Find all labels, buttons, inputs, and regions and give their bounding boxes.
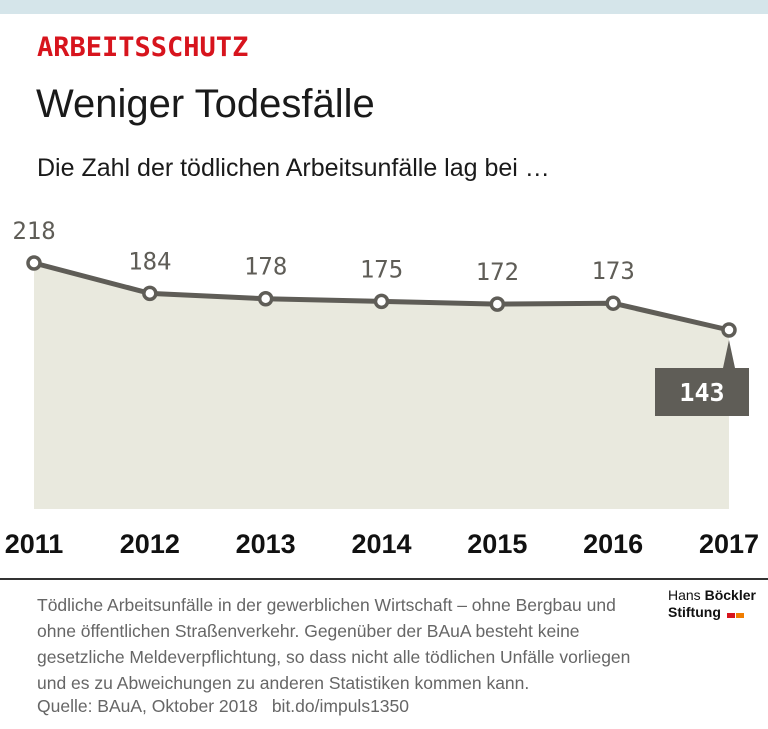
- value-label-2014: 175: [360, 255, 403, 283]
- source-line: Quelle: BAuA, Oktober 2018 bit.do/impuls1…: [37, 696, 409, 717]
- brand-bars-icon: [726, 605, 745, 622]
- highlight-callout: [655, 340, 749, 416]
- data-point-2013: [257, 290, 274, 307]
- data-point-2012: [142, 285, 158, 302]
- brand-hans: Hans: [668, 587, 701, 603]
- area-fill: [34, 263, 729, 509]
- value-label-2013: 178: [244, 253, 287, 281]
- line-chart: 218 184 178 175 172 173 143 2011 2012 2013 2014 201…: [5, 217, 759, 559]
- kicker: ARBEITSSCHUTZ: [37, 32, 249, 63]
- brand-boeckler: Böckler: [704, 587, 756, 603]
- x-tick-2016: 2016: [583, 529, 643, 559]
- value-label-2011: 218: [12, 217, 55, 245]
- brand-logo: Hans Böckler Stiftung: [668, 587, 760, 622]
- x-tick-2014: 2014: [351, 529, 411, 559]
- top-band: [0, 0, 768, 14]
- value-label-2016: 173: [591, 257, 634, 285]
- data-point-2017: [721, 322, 737, 338]
- x-tick-2017: 2017: [699, 529, 759, 559]
- source-link[interactable]: bit.do/impuls1350: [271, 696, 409, 716]
- x-tick-2013: 2013: [236, 529, 296, 559]
- footer-divider: [0, 578, 768, 580]
- footnote: Tödliche Arbeitsunfälle in der gewerblic…: [37, 595, 631, 693]
- source-text: Quelle: BAuA, Oktober 2018: [37, 696, 258, 716]
- data-point-2014: [373, 293, 390, 310]
- chart-title: Weniger Todesfälle: [36, 82, 375, 126]
- x-tick-2015: 2015: [467, 529, 527, 559]
- data-point-2016: [605, 295, 621, 311]
- value-label-2012: 184: [128, 247, 171, 275]
- brand-stiftung: Stiftung: [668, 604, 721, 620]
- data-point-2015: [489, 296, 506, 312]
- x-tick-2012: 2012: [120, 529, 180, 559]
- x-tick-2011: 2011: [5, 529, 64, 559]
- value-label-2015: 172: [476, 258, 519, 286]
- highlight-value-label: 143: [679, 378, 724, 407]
- chart-subtitle: Die Zahl der tödlichen Arbeitsunfälle la…: [37, 154, 550, 182]
- data-point-2011: [26, 255, 42, 271]
